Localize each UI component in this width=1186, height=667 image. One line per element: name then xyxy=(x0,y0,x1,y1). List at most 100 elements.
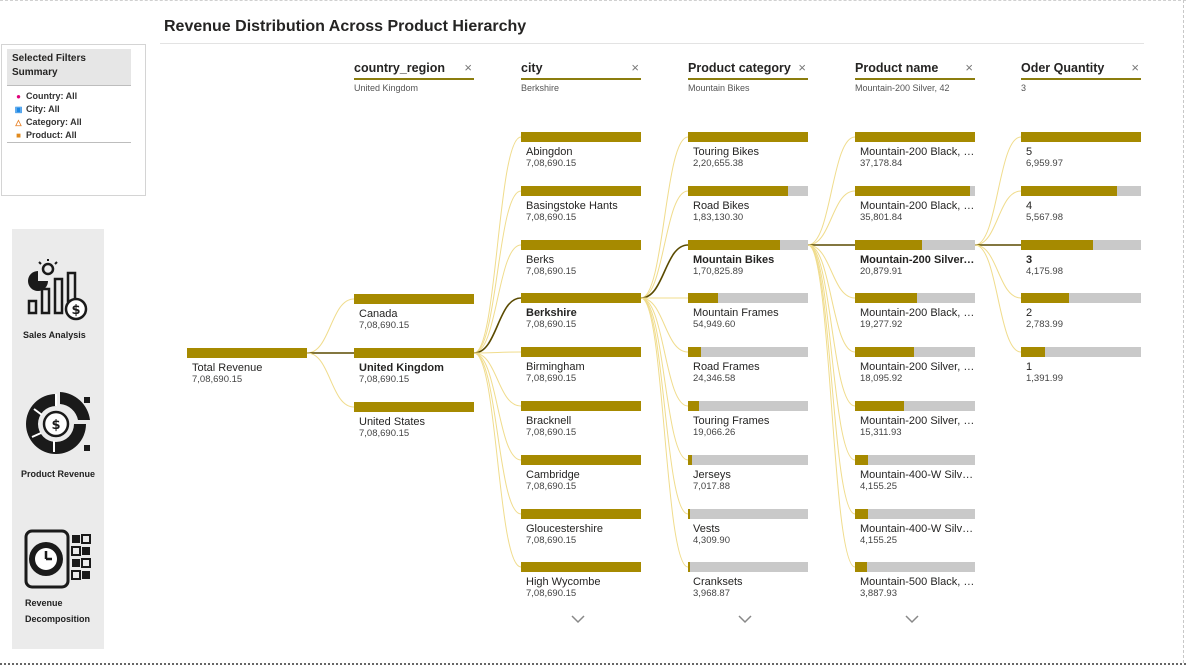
node-bar-fill xyxy=(855,293,918,303)
node-bar-track xyxy=(354,294,474,304)
tree-node-oder-quantity-4[interactable]: 4 5,567.98 xyxy=(1021,186,1141,226)
node-bar-track xyxy=(688,240,808,250)
node-bar-fill xyxy=(688,562,691,572)
nav-sales-analysis[interactable]: $ Sales Analysis xyxy=(12,229,104,349)
tree-node-product-category-mountain-frames[interactable]: Mountain Frames 54,949.60 xyxy=(688,293,808,333)
node-bar-track xyxy=(688,347,808,357)
city-icon: ▣ xyxy=(14,105,23,114)
tree-node-product-name-mountain-200-black-38[interactable]: Mountain-200 Black, 38 35,801.84 xyxy=(855,186,975,226)
connector xyxy=(473,352,522,461)
close-icon[interactable]: × xyxy=(464,60,472,75)
tree-node-product-category-vests[interactable]: Vests 4,309.90 xyxy=(688,509,808,549)
tree-node-city-high-wycombe[interactable]: High Wycombe 7,08,690.15 xyxy=(521,562,641,602)
tree-node-product-name-mountain-200-black-46[interactable]: Mountain-200 Black, 46 19,277.92 xyxy=(855,293,975,333)
tree-node-product-category-touring-frames[interactable]: Touring Frames 19,066.26 xyxy=(688,401,808,441)
filter-summary-divider xyxy=(7,85,131,86)
node-bar-track xyxy=(1021,293,1141,303)
chevron-down-icon[interactable] xyxy=(570,614,586,624)
node-bar-fill xyxy=(855,562,867,572)
tree-node-product-name-mountain-400-w-silv[interactable]: Mountain-400-W Silv… 4,155.25 xyxy=(855,455,975,495)
tree-node-product-category-mountain-bikes[interactable]: Mountain Bikes 1,70,825.89 xyxy=(688,240,808,280)
tree-node-city-bracknell[interactable]: Bracknell 7,08,690.15 xyxy=(521,401,641,441)
node-bar-track xyxy=(521,401,641,411)
node-bar-fill xyxy=(521,562,641,572)
node-bar-fill xyxy=(354,402,474,412)
node-bar-track xyxy=(521,132,641,142)
nav-product-revenue[interactable]: $ Product Revenue xyxy=(12,369,104,489)
close-icon[interactable]: × xyxy=(631,60,639,75)
tree-node-city-gloucestershire[interactable]: Gloucestershire 7,08,690.15 xyxy=(521,509,641,549)
page-title: Revenue Distribution Across Product Hier… xyxy=(164,18,527,35)
tree-node-oder-quantity-2[interactable]: 2 2,783.99 xyxy=(1021,293,1141,333)
filter-summary-heading: Selected Filters Summary xyxy=(7,49,131,85)
tree-node-product-category-cranksets[interactable]: Cranksets 3,968.87 xyxy=(688,562,808,602)
close-icon[interactable]: × xyxy=(798,60,806,75)
close-icon[interactable]: × xyxy=(965,60,973,75)
node-bar-track xyxy=(688,401,808,411)
node-value: 18,095.92 xyxy=(860,373,903,384)
sales-analysis-icon: $ xyxy=(27,259,88,321)
tree-node-oder-quantity-5[interactable]: 5 6,959.97 xyxy=(1021,132,1141,172)
node-bar-fill xyxy=(521,186,641,196)
node-bar-fill xyxy=(354,294,474,304)
node-bar-track xyxy=(855,132,975,142)
tree-node-product-name-mountain-200-black-42[interactable]: Mountain-200 Black, 42 37,178.84 xyxy=(855,132,975,172)
node-bar-fill xyxy=(688,186,788,196)
product-revenue-icon: $ xyxy=(26,392,90,454)
node-bar-track xyxy=(187,348,307,358)
connector xyxy=(306,352,355,408)
tree-node-product-category-road-bikes[interactable]: Road Bikes 1,83,130.30 xyxy=(688,186,808,226)
tree-node-product-name-mountain-400-w-silv[interactable]: Mountain-400-W Silv… 4,155.25 xyxy=(855,509,975,549)
filter-item-country: ● Country: All xyxy=(14,90,82,103)
nav-revenue-decomposition[interactable]: Revenue Decomposition xyxy=(12,509,104,649)
tree-node-product-name-mountain-200-silver-46[interactable]: Mountain-200 Silver, 46 18,095.92 xyxy=(855,347,975,387)
tree-node-country-region-canada[interactable]: Canada 7,08,690.15 xyxy=(354,294,474,334)
tree-node-city-birmingham[interactable]: Birmingham 7,08,690.15 xyxy=(521,347,641,387)
close-icon[interactable]: × xyxy=(1131,60,1139,75)
tree-node-product-name-mountain-500-black-48[interactable]: Mountain-500 Black, 48 3,887.93 xyxy=(855,562,975,602)
connector xyxy=(640,297,689,568)
tree-node-city-abingdon[interactable]: Abingdon 7,08,690.15 xyxy=(521,132,641,172)
tree-node-country-region-united-kingdom[interactable]: United Kingdom 7,08,690.15 xyxy=(354,348,474,388)
node-value: 7,08,690.15 xyxy=(359,428,410,439)
tree-node-product-name-mountain-200-silver-38[interactable]: Mountain-200 Silver, 38 15,311.93 xyxy=(855,401,975,441)
tree-node-oder-quantity-3[interactable]: 3 4,175.98 xyxy=(1021,240,1141,280)
node-bar-fill xyxy=(855,132,975,142)
svg-text:$: $ xyxy=(51,418,60,433)
node-bar-track xyxy=(855,186,975,196)
tree-node-city-berkshire[interactable]: Berkshire 7,08,690.15 xyxy=(521,293,641,333)
node-bar-fill xyxy=(855,186,971,196)
title-divider xyxy=(160,43,1144,44)
node-bar-fill xyxy=(688,293,718,303)
tree-node-city-cambridge[interactable]: Cambridge 7,08,690.15 xyxy=(521,455,641,495)
chevron-down-icon[interactable] xyxy=(904,614,920,624)
tree-node-product-category-jerseys[interactable]: Jerseys 7,017.88 xyxy=(688,455,808,495)
connector xyxy=(640,297,689,461)
tree-node-city-berks[interactable]: Berks 7,08,690.15 xyxy=(521,240,641,280)
node-bar-track xyxy=(688,132,808,142)
tree-node-country-region-united-states[interactable]: United States 7,08,690.15 xyxy=(354,402,474,442)
connector xyxy=(807,136,856,246)
column-name: Product category xyxy=(688,61,791,75)
node-bar-track xyxy=(688,455,808,465)
frame-top-border xyxy=(0,0,1186,1)
tree-node-product-name-mountain-200-silver[interactable]: Mountain-200 Silver, … 20,879.91 xyxy=(855,240,975,280)
connector xyxy=(473,352,522,568)
tree-node-product-category-touring-bikes[interactable]: Touring Bikes 2,20,655.38 xyxy=(688,132,808,172)
node-value: 7,08,690.15 xyxy=(526,588,577,599)
chevron-down-icon[interactable] xyxy=(737,614,753,624)
tree-node-root-total-revenue[interactable]: Total Revenue 7,08,690.15 xyxy=(187,348,307,388)
tree-node-city-basingstoke-hants[interactable]: Basingstoke Hants 7,08,690.15 xyxy=(521,186,641,226)
node-bar-track xyxy=(688,509,808,519)
node-bar-track xyxy=(354,348,474,358)
connector xyxy=(640,297,689,515)
frame-right-border xyxy=(1183,0,1184,663)
connector xyxy=(807,244,856,299)
tree-node-oder-quantity-1[interactable]: 1 1,391.99 xyxy=(1021,347,1141,387)
node-value: 7,08,690.15 xyxy=(526,212,577,223)
node-value: 4,155.25 xyxy=(860,481,897,492)
node-bar-fill xyxy=(688,347,702,357)
frame-bottom-border xyxy=(0,663,1186,665)
tree-node-product-category-road-frames[interactable]: Road Frames 24,346.58 xyxy=(688,347,808,387)
